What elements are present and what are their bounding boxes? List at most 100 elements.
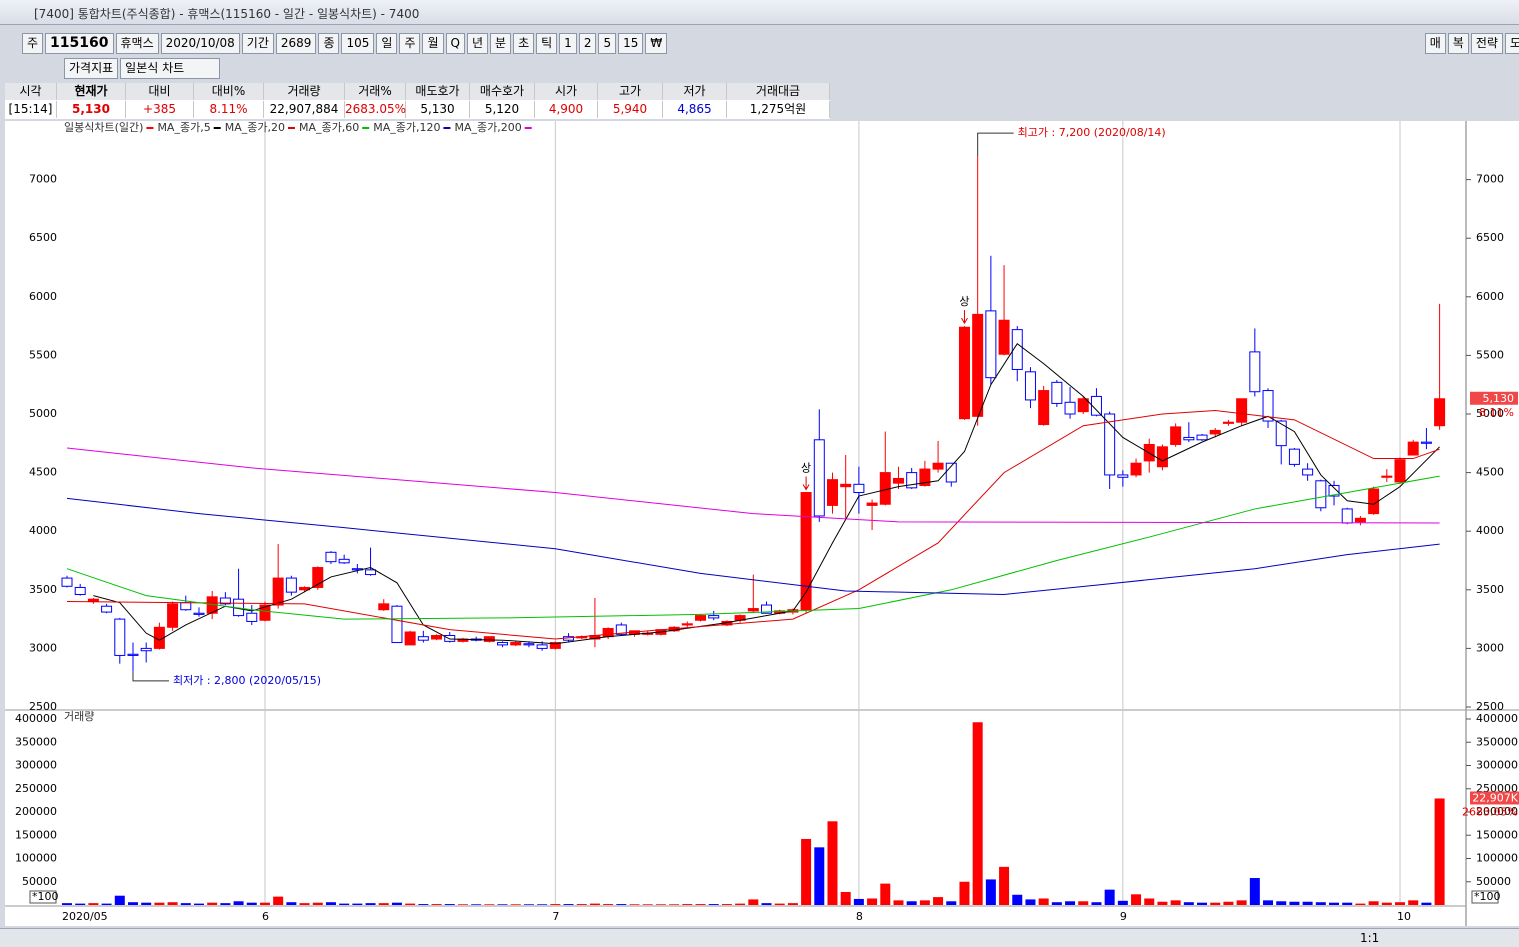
table-header: 고가 bbox=[598, 83, 663, 100]
toolbar-item[interactable]: 휴맥스 bbox=[115, 32, 159, 54]
toolbar-item[interactable]: 115160 bbox=[45, 32, 114, 54]
candle-body bbox=[365, 569, 377, 576]
toolbar-button[interactable]: 도구 bbox=[1504, 32, 1519, 54]
y-tick-label: 300000 bbox=[15, 759, 57, 772]
toolbar-item[interactable]: 105 bbox=[341, 32, 375, 54]
volume-bar bbox=[114, 895, 125, 905]
toolbar-item[interactable]: Q bbox=[445, 32, 465, 54]
candle-body bbox=[523, 643, 535, 646]
volume-bar bbox=[880, 883, 891, 905]
candle-body bbox=[497, 642, 509, 646]
volume-bar bbox=[1302, 901, 1313, 905]
toolbar-item[interactable]: 일 bbox=[376, 32, 398, 54]
volume-bar bbox=[1329, 902, 1340, 905]
last-price-box bbox=[1470, 391, 1518, 405]
volume-bar bbox=[457, 904, 468, 905]
y-tick-label: 4500 bbox=[1476, 466, 1504, 479]
candle-body bbox=[826, 479, 838, 506]
x-tick-label: 7 bbox=[552, 910, 559, 923]
y-tick-label: 5500 bbox=[29, 348, 57, 361]
candle-body bbox=[1407, 441, 1419, 456]
volume-bar bbox=[774, 903, 785, 905]
volume-bar bbox=[972, 722, 983, 905]
table-header: 거래량 bbox=[264, 83, 345, 100]
volume-bar bbox=[497, 904, 508, 905]
candle-body bbox=[1275, 420, 1287, 447]
volume-bar bbox=[233, 901, 244, 905]
volume-bar bbox=[1078, 901, 1089, 905]
candle-body bbox=[615, 624, 627, 635]
x-tick-label: 6 bbox=[262, 910, 269, 923]
volume-bar bbox=[801, 838, 812, 905]
volume-bar bbox=[154, 902, 165, 905]
volume-bar bbox=[840, 891, 851, 905]
volume-bar bbox=[1104, 889, 1115, 905]
toolbar-item[interactable]: 일본식 차트 bbox=[120, 57, 221, 79]
toolbar-item[interactable]: 1 bbox=[559, 32, 577, 54]
legend-label: MA_종가,5 bbox=[157, 121, 210, 134]
volume-rate-label: 2683.05% bbox=[1462, 805, 1518, 818]
candle-body bbox=[378, 603, 390, 611]
legend-label: 일봉식차트(일간) bbox=[64, 120, 143, 134]
toolbar-item[interactable]: 주 bbox=[22, 32, 44, 54]
legend-label: MA_종가,200 bbox=[454, 121, 521, 134]
volume-bar bbox=[682, 904, 693, 905]
toolbar-item[interactable]: 주 bbox=[399, 32, 421, 54]
last-volume-label: 22,907K bbox=[1472, 791, 1518, 804]
candle-body bbox=[180, 602, 192, 611]
table-header: 대비 bbox=[126, 83, 194, 100]
annotation-line bbox=[132, 671, 169, 682]
candle-body bbox=[813, 439, 825, 517]
volume-bar bbox=[101, 903, 112, 905]
toolbar-item[interactable]: 2 bbox=[578, 32, 597, 54]
volume-bar bbox=[787, 903, 798, 905]
window-title: [7400] 통합차트(주식종합) - 휴맥스(115160 - 일간 - 일봉… bbox=[34, 7, 420, 21]
volume-bar bbox=[207, 902, 218, 905]
toolbar-button[interactable]: 전략 bbox=[1470, 32, 1503, 54]
candle-body bbox=[1077, 398, 1089, 413]
toolbar-button[interactable]: 매 bbox=[1424, 32, 1446, 54]
volume-bar bbox=[1408, 900, 1419, 905]
table-header: 거래% bbox=[345, 83, 406, 100]
volume-bar bbox=[127, 902, 138, 905]
y-tick-label: 350000 bbox=[1476, 735, 1518, 748]
toolbar-item[interactable]: 초 bbox=[513, 32, 535, 54]
toolbar-item[interactable]: 종 bbox=[318, 32, 340, 54]
volume-bar bbox=[1025, 899, 1036, 905]
toolbar-item[interactable]: 2689 bbox=[275, 32, 317, 54]
toolbar-item[interactable]: 15 bbox=[618, 32, 644, 54]
candle-body bbox=[338, 558, 350, 564]
toolbar-item[interactable]: 틱 bbox=[536, 32, 558, 54]
candle-body bbox=[404, 631, 416, 646]
volume-bar bbox=[1355, 903, 1366, 905]
candle-body bbox=[1051, 381, 1063, 404]
toolbar-item[interactable]: 2020/10/08 bbox=[160, 32, 240, 54]
toolbar-item[interactable]: 월 bbox=[422, 32, 444, 54]
candle-body bbox=[193, 612, 205, 615]
toolbar-item[interactable]: 기간 bbox=[241, 32, 274, 54]
toolbar-item[interactable]: ₩ bbox=[645, 32, 668, 54]
candle-body bbox=[74, 586, 86, 595]
toolbar-item[interactable]: 가격지표 bbox=[64, 57, 119, 79]
candle-body bbox=[958, 326, 970, 420]
toolbar-item[interactable]: 분 bbox=[490, 32, 512, 54]
last-price-label: 5,130 bbox=[1483, 392, 1515, 405]
table-cell: 2683.05% bbox=[345, 101, 407, 118]
candle-body bbox=[1315, 480, 1327, 509]
y-tick-label: 3500 bbox=[29, 583, 57, 596]
volume-bar bbox=[603, 904, 614, 905]
toolbar-item[interactable]: 5 bbox=[598, 32, 617, 54]
volume-bar bbox=[1131, 894, 1142, 905]
candle-body bbox=[1236, 398, 1248, 423]
limit-arrow bbox=[961, 310, 968, 325]
candle-body bbox=[444, 635, 456, 642]
ma-line bbox=[66, 447, 1440, 524]
volume-bar bbox=[1289, 901, 1300, 905]
toolbar-button[interactable]: 복 bbox=[1447, 32, 1469, 54]
candle-body bbox=[1196, 434, 1208, 441]
volume-bar bbox=[1170, 900, 1181, 905]
toolbar-item[interactable]: 년 bbox=[466, 32, 489, 54]
volume-bar bbox=[167, 902, 178, 905]
volume-bar bbox=[1117, 900, 1128, 905]
volume-bar bbox=[1395, 902, 1406, 905]
